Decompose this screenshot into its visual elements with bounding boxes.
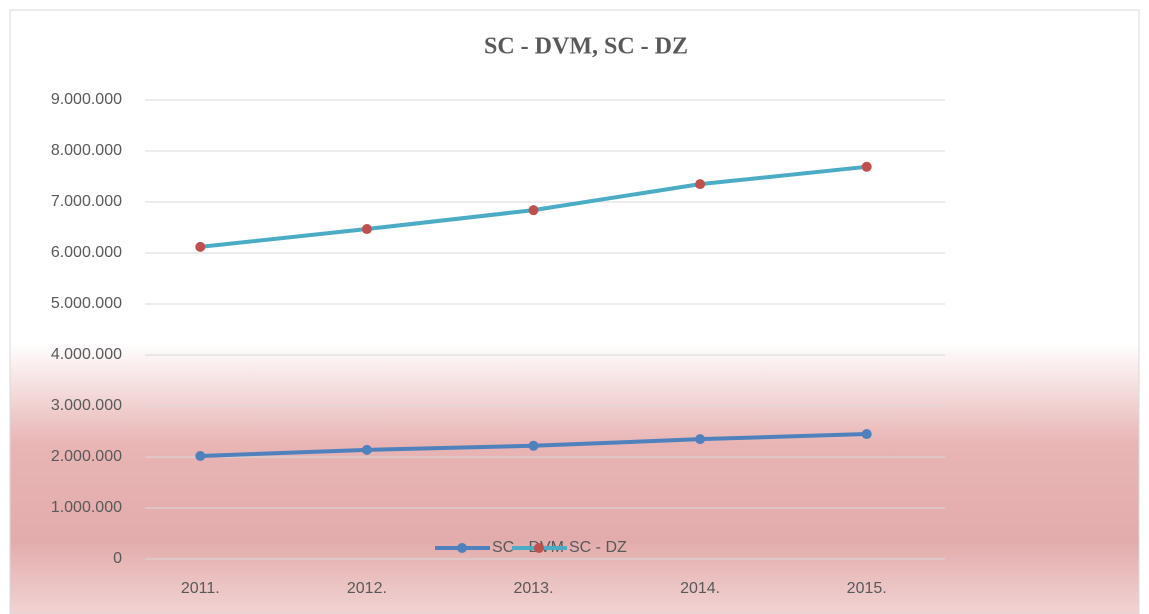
data-point [361, 224, 372, 235]
legend-marker [457, 543, 467, 553]
data-point [695, 434, 706, 445]
x-tick-label: 2011. [181, 580, 220, 597]
y-tick-label: 9.000.000 [51, 91, 122, 108]
x-tick-label: 2015. [847, 580, 887, 597]
background [9, 9, 1140, 614]
y-tick-label: 3.000.000 [51, 397, 122, 414]
data-point [528, 205, 539, 216]
y-tick-label: 0 [113, 550, 122, 567]
x-tick-label: 2012. [347, 580, 387, 597]
y-tick-label: 6.000.000 [51, 244, 122, 261]
data-point [861, 161, 872, 172]
legend-marker [534, 543, 544, 553]
y-tick-label: 8.000.000 [51, 142, 122, 159]
y-tick-label: 7.000.000 [51, 193, 122, 210]
data-point [195, 241, 206, 252]
data-point [695, 179, 706, 190]
data-point [528, 440, 539, 451]
y-tick-label: 4.000.000 [51, 346, 122, 363]
legend-label: SC - DZ [569, 539, 627, 556]
x-tick-label: 2014. [680, 580, 720, 597]
chart-title: SC - DVM, SC - DZ [484, 34, 688, 60]
x-tick-label: 2013. [513, 580, 553, 597]
data-point [195, 450, 206, 461]
data-point [361, 444, 372, 455]
y-tick-label: 5.000.000 [51, 295, 122, 312]
data-point [861, 429, 872, 440]
y-tick-label: 2.000.000 [51, 448, 122, 465]
y-tick-label: 1.000.000 [51, 499, 122, 516]
